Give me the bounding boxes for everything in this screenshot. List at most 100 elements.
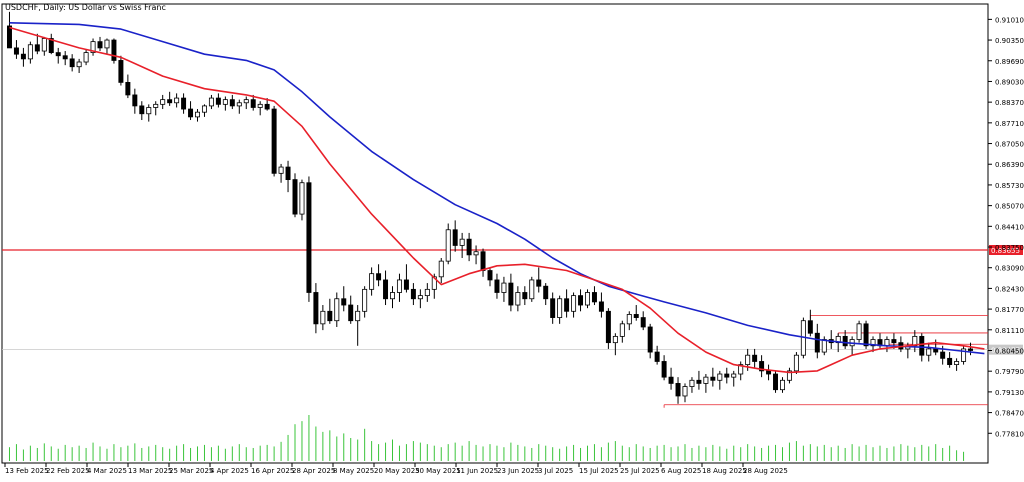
candle-body	[271, 108, 277, 174]
candle-body	[968, 348, 974, 351]
candle-body	[160, 99, 166, 105]
candle-body	[821, 339, 827, 353]
candle-body	[842, 335, 848, 347]
candle-body	[6, 25, 12, 49]
candle-body	[215, 97, 221, 105]
candle-body	[668, 376, 674, 384]
candle-body	[90, 41, 96, 54]
y-tick-label: 0.85070	[995, 203, 1024, 211]
candle-body	[278, 166, 284, 174]
candle-body	[27, 44, 33, 60]
candle-body	[48, 38, 54, 54]
x-tick-label: 16 Apr 2025	[251, 467, 294, 475]
candle-body	[612, 335, 618, 344]
x-tick-label: 25 Jul 2025	[620, 467, 660, 475]
candle-body	[947, 357, 953, 366]
candle-body	[557, 298, 563, 318]
x-tick-label: 28 Apr 2025	[292, 467, 335, 475]
candle-body	[341, 298, 347, 306]
candle-body	[786, 370, 792, 381]
candle-body	[926, 348, 932, 356]
x-tick-label: 4 Mar 2025	[87, 467, 127, 475]
current-price-text: 0.80477	[991, 347, 1020, 355]
candle-body	[208, 97, 214, 107]
candle-body	[153, 103, 159, 108]
y-tick-label: 0.78470	[995, 410, 1024, 418]
candle-body	[543, 285, 549, 300]
candle-body	[703, 376, 709, 384]
candle-body	[724, 373, 730, 378]
candle-body	[480, 251, 486, 271]
candle-body	[598, 301, 604, 312]
candle-body	[299, 182, 305, 215]
candle-body	[424, 288, 430, 297]
slow-moving-average-line	[9, 22, 985, 355]
candle-body	[146, 107, 152, 115]
x-tick-label: 18 Aug 2025	[702, 467, 747, 475]
candle-body	[529, 279, 535, 300]
candle-body	[550, 298, 556, 318]
candle-body	[494, 279, 500, 293]
candle-body	[731, 373, 737, 378]
candle-body	[696, 379, 702, 384]
candle-body	[522, 292, 528, 300]
candle-body	[536, 279, 542, 287]
candle-body	[773, 373, 779, 391]
y-tick-label: 0.79130	[995, 389, 1024, 397]
candle-body	[807, 320, 813, 334]
x-tick-label: 30 May 2025	[415, 467, 461, 475]
candle-body	[55, 52, 61, 57]
candle-body	[738, 364, 744, 375]
candle-body	[571, 295, 577, 312]
candle-body	[62, 55, 68, 60]
candle-body	[250, 99, 256, 108]
candle-body	[306, 182, 312, 293]
candle-body	[257, 103, 263, 108]
candle-body	[710, 376, 716, 381]
x-tick-label: 28 Aug 2025	[743, 467, 788, 475]
candle-body	[745, 354, 751, 366]
candle-body	[633, 314, 639, 318]
candle-body	[292, 179, 298, 215]
y-tick-label: 0.89690	[995, 58, 1024, 66]
candle-body	[675, 383, 681, 397]
x-tick-label: 13 Feb 2025	[5, 467, 49, 475]
candle-body	[139, 105, 145, 115]
candle-body	[452, 229, 458, 246]
candle-body	[327, 310, 333, 322]
candle-body	[459, 238, 465, 246]
x-tick-label: 20 May 2025	[374, 467, 420, 475]
candle-body	[445, 229, 451, 262]
y-tick-label: 0.83090	[995, 265, 1024, 273]
candle-body	[118, 60, 124, 83]
candle-body	[174, 97, 180, 104]
candle-body	[104, 39, 110, 49]
x-tick-label: 23 Jun 2025	[497, 467, 539, 475]
candle-body	[591, 292, 597, 303]
candle-body	[431, 276, 437, 290]
y-tick-label: 0.77810	[995, 430, 1024, 438]
candle-body	[640, 317, 646, 328]
y-tick-label: 0.83750	[995, 244, 1024, 252]
candle-body	[752, 354, 758, 362]
candle-body	[229, 99, 235, 107]
candle-body	[383, 279, 389, 300]
candle-body	[355, 310, 361, 322]
candle-body	[69, 58, 75, 68]
candle-body	[334, 298, 340, 322]
price-label-text: 0.83655	[991, 247, 1020, 255]
candle-body	[313, 292, 319, 325]
candle-body	[111, 39, 117, 61]
candle-body	[376, 273, 382, 281]
candle-body	[76, 61, 82, 68]
chart-title: USDCHF, Daily: US Dollar vs Swiss Franc	[5, 3, 166, 12]
candle-body	[362, 288, 368, 312]
candle-body	[661, 361, 667, 378]
candle-body	[682, 386, 688, 397]
candle-body	[132, 94, 138, 107]
candle-body	[201, 105, 207, 113]
candle-body	[487, 270, 493, 281]
candle-body	[654, 351, 660, 362]
candle-body	[417, 295, 423, 300]
